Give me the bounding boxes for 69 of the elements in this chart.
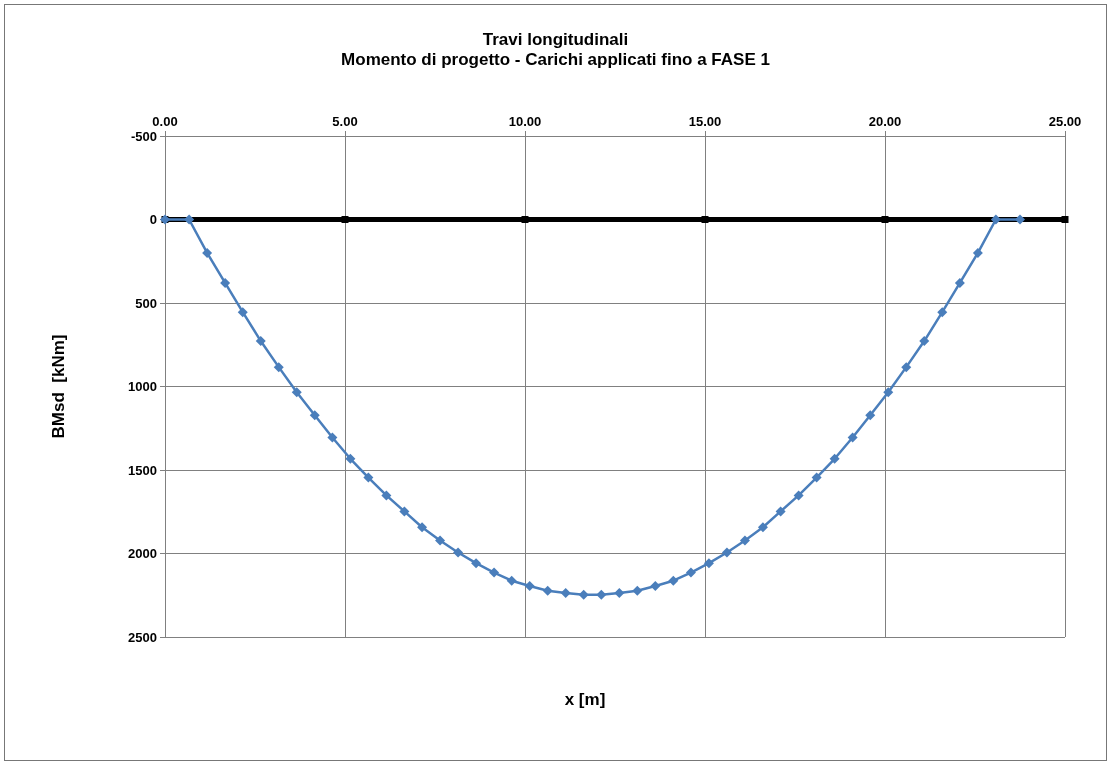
point <box>521 216 529 223</box>
point <box>901 362 912 373</box>
point <box>668 575 679 586</box>
point <box>721 547 732 558</box>
point <box>560 588 571 599</box>
point <box>524 581 535 592</box>
x-tick-label: 25.00 <box>1048 114 1082 129</box>
point <box>847 432 858 443</box>
x-axis-title: x [m] <box>564 690 606 709</box>
point <box>341 216 349 223</box>
point <box>578 589 589 600</box>
point <box>506 575 517 586</box>
point <box>632 585 643 596</box>
point <box>202 247 213 258</box>
point <box>990 214 1001 225</box>
y-tick-label: 500 <box>135 295 157 311</box>
point <box>793 490 804 501</box>
point <box>739 535 750 546</box>
point <box>399 506 410 517</box>
y-tick-label: 1500 <box>128 462 157 478</box>
point <box>542 585 553 596</box>
point <box>291 387 302 398</box>
point <box>775 506 786 517</box>
point <box>865 410 876 421</box>
point <box>417 522 428 533</box>
point <box>184 214 195 225</box>
point <box>650 581 661 592</box>
point <box>596 589 607 600</box>
point <box>811 472 822 483</box>
point <box>919 336 930 347</box>
x-tick-label: 20.00 <box>868 114 902 129</box>
point <box>309 410 320 421</box>
y-tick-label: 2000 <box>128 546 157 561</box>
x-tick-label: 5.00 <box>332 114 358 129</box>
point <box>614 588 625 599</box>
chart-title: Travi longitudinali <box>482 30 629 49</box>
point <box>435 535 446 546</box>
point <box>237 307 248 318</box>
y-tick-label: -500 <box>130 128 157 144</box>
point <box>489 567 500 578</box>
point <box>381 490 392 501</box>
point <box>273 362 284 373</box>
point <box>883 387 894 398</box>
point <box>327 432 338 443</box>
point <box>345 453 356 464</box>
point <box>1061 216 1069 223</box>
x-tick-label: 10.00 <box>508 114 542 129</box>
x-tick-label: 0.00 <box>152 114 178 129</box>
y-axis-title: BMsd [kNm] <box>49 334 68 439</box>
point <box>1015 214 1025 225</box>
point <box>937 307 948 318</box>
point <box>829 453 840 464</box>
point <box>220 277 231 288</box>
point <box>972 247 983 258</box>
point <box>954 277 965 288</box>
y-tick-label: 1000 <box>128 379 157 394</box>
y-tick-label: 0 <box>149 212 157 227</box>
point <box>255 336 266 347</box>
point <box>881 216 889 223</box>
point <box>757 522 768 533</box>
point <box>703 558 714 569</box>
point <box>471 558 482 569</box>
chart-subtitle: Momento di progetto - Carichi applicati fino a FASE 1 <box>341 50 770 69</box>
y-tick-label: 2500 <box>128 629 157 645</box>
x-tick-label: 15.00 <box>688 114 722 129</box>
point <box>363 472 374 483</box>
point <box>453 547 464 558</box>
point <box>701 216 709 223</box>
point <box>685 567 696 578</box>
